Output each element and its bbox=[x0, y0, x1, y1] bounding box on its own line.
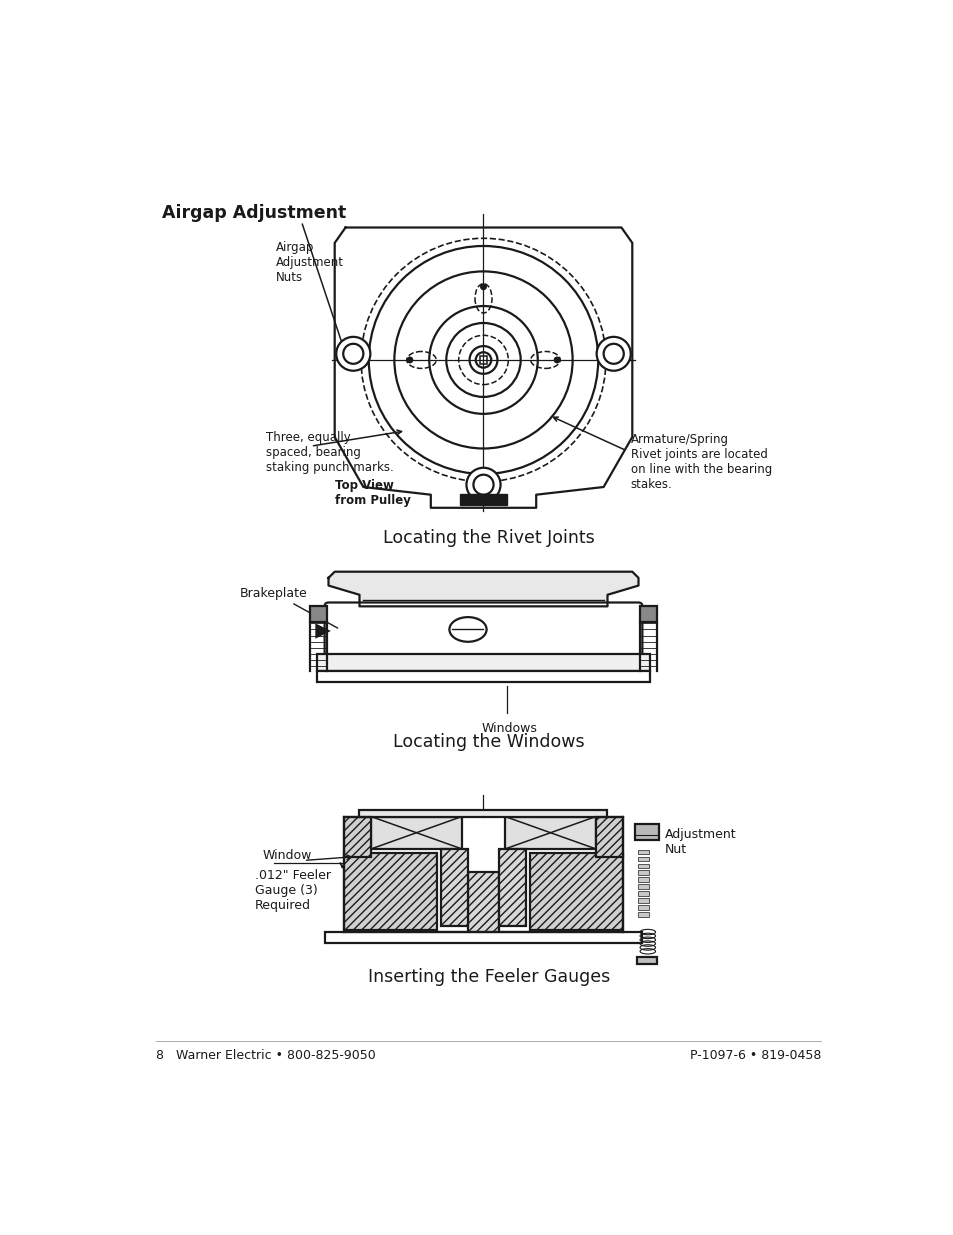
Bar bbox=[498, 848, 525, 926]
Bar bbox=[479, 356, 487, 364]
Text: Windows: Windows bbox=[481, 721, 537, 735]
Text: Window: Window bbox=[262, 848, 312, 862]
Bar bbox=[530, 852, 622, 930]
Text: Inserting the Feeler Gauges: Inserting the Feeler Gauges bbox=[368, 968, 609, 987]
Circle shape bbox=[553, 357, 560, 363]
Bar bbox=[638, 911, 649, 916]
Text: P-1097-6 • 819-0458: P-1097-6 • 819-0458 bbox=[689, 1049, 821, 1062]
Bar bbox=[344, 852, 436, 930]
Text: Armature/Spring
Rivet joints are located
on line with the bearing
stakes.: Armature/Spring Rivet joints are located… bbox=[630, 433, 771, 492]
Polygon shape bbox=[315, 624, 331, 638]
Text: Airgap Adjustment: Airgap Adjustment bbox=[162, 204, 346, 221]
Text: Top View
from Pulley: Top View from Pulley bbox=[335, 479, 410, 508]
Circle shape bbox=[335, 337, 370, 370]
Bar bbox=[638, 871, 649, 876]
Bar bbox=[635, 824, 658, 840]
Text: Locating the Windows: Locating the Windows bbox=[393, 734, 584, 751]
Bar bbox=[638, 857, 649, 861]
Circle shape bbox=[596, 337, 630, 370]
Text: Brakeplate: Brakeplate bbox=[239, 587, 307, 600]
Bar bbox=[459, 494, 506, 505]
Bar bbox=[638, 905, 649, 910]
Bar bbox=[359, 810, 607, 816]
Bar bbox=[371, 816, 461, 848]
Bar bbox=[468, 872, 498, 935]
Circle shape bbox=[466, 468, 500, 501]
Text: .012" Feeler
Gauge (3)
Required: .012" Feeler Gauge (3) Required bbox=[254, 869, 331, 911]
Bar bbox=[316, 671, 649, 682]
Bar bbox=[638, 892, 649, 895]
Bar bbox=[440, 848, 468, 926]
Bar bbox=[639, 606, 657, 621]
Bar bbox=[505, 816, 596, 848]
Text: Locating the Rivet Joints: Locating the Rivet Joints bbox=[383, 530, 594, 547]
Text: Adjustment
Nut: Adjustment Nut bbox=[664, 829, 736, 856]
Bar bbox=[638, 850, 649, 855]
Bar bbox=[596, 816, 622, 857]
Bar bbox=[638, 884, 649, 889]
Bar bbox=[638, 877, 649, 882]
Text: 8   Warner Electric • 800-825-9050: 8 Warner Electric • 800-825-9050 bbox=[156, 1049, 375, 1062]
Circle shape bbox=[479, 283, 486, 290]
Bar bbox=[324, 932, 641, 942]
Bar bbox=[638, 863, 649, 868]
Bar bbox=[310, 606, 327, 621]
Polygon shape bbox=[328, 572, 638, 606]
FancyBboxPatch shape bbox=[324, 603, 641, 658]
Circle shape bbox=[406, 357, 413, 363]
Bar bbox=[637, 957, 657, 965]
Polygon shape bbox=[335, 227, 632, 508]
Bar bbox=[344, 816, 371, 857]
Text: Airgap
Adjustment
Nuts: Airgap Adjustment Nuts bbox=[275, 241, 343, 284]
Bar bbox=[638, 898, 649, 903]
Text: Three, equally
spaced, bearing
staking punch marks.: Three, equally spaced, bearing staking p… bbox=[266, 431, 394, 474]
Bar bbox=[316, 655, 649, 671]
Ellipse shape bbox=[449, 618, 486, 642]
